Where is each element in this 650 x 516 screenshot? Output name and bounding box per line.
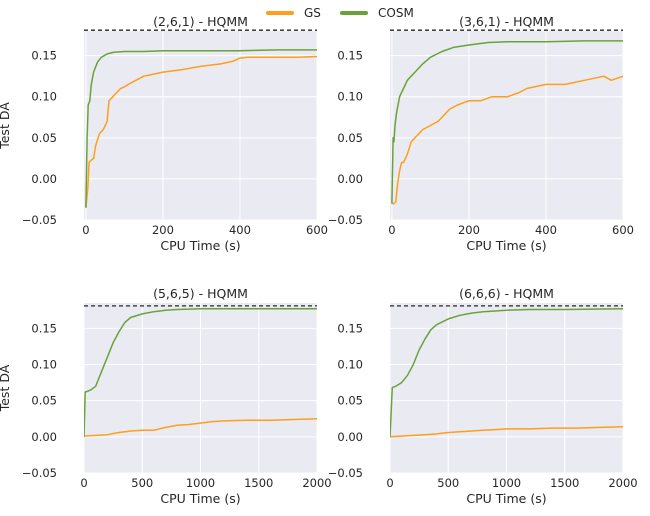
- x-tick-label: 1000: [186, 476, 215, 490]
- x-tick-label: 1500: [244, 476, 273, 490]
- y-tick-label: 0.05: [31, 394, 57, 408]
- y-tick-label: −0.05: [22, 213, 57, 227]
- y-tick-label: 0.00: [337, 172, 363, 186]
- x-axis-label: CPU Time (s): [466, 238, 546, 253]
- legend-item-gs: GS: [266, 4, 321, 22]
- x-tick-label: 1000: [492, 476, 521, 490]
- x-tick-label: 200: [152, 223, 174, 237]
- y-tick-label: 0.10: [31, 90, 57, 104]
- y-tick-label: 0.00: [31, 172, 57, 186]
- y-tick-label: 0.00: [337, 430, 363, 444]
- x-tick-label: 200: [458, 223, 480, 237]
- y-tick-label: 0.10: [337, 90, 363, 104]
- x-tick-label: 0: [388, 223, 395, 237]
- chart-title: (3,6,1) - HQMM: [459, 14, 554, 29]
- y-tick-label: −0.05: [328, 213, 363, 227]
- y-tick-label: 0.15: [337, 321, 363, 335]
- y-tick-label: 0.10: [31, 357, 57, 371]
- series-line-gs: [84, 417, 317, 437]
- chart-panel-2: (3,6,1) - HQMM 0 200 400 600 −0.05 0.00 0.05 0.1…: [328, 14, 634, 253]
- y-tick-label: 0.00: [31, 430, 57, 444]
- x-tick-label: 2000: [608, 476, 637, 490]
- chart-panel-1: (2,6,1) - HQMM 0 200 400 600 −0.05 0.00 0.05 0.1…: [0, 14, 328, 253]
- chart-title: (6,6,6) - HQMM: [459, 286, 554, 301]
- series-line-cosm: [84, 308, 317, 437]
- x-tick-label: 500: [437, 476, 459, 490]
- y-tick-label: 0.15: [337, 49, 363, 63]
- figure-legend: GS COSM: [0, 4, 650, 22]
- legend-label-gs: GS: [304, 6, 321, 20]
- y-tick-label: 0.05: [337, 131, 363, 145]
- y-tick-label: 0.05: [31, 131, 57, 145]
- chart-panel-3: (5,6,5) - HQMM 0 500 1000 1500 2000 −0.05 0.00 0…: [0, 286, 332, 506]
- x-axis-label: CPU Time (s): [160, 491, 240, 506]
- x-tick-label: 400: [229, 223, 251, 237]
- x-tick-label: 0: [386, 476, 393, 490]
- legend-item-cosm: COSM: [340, 4, 414, 22]
- plot-background: [390, 31, 623, 220]
- chart-title: (5,6,5) - HQMM: [153, 286, 248, 301]
- x-tick-label: 1500: [550, 476, 579, 490]
- y-tick-label: 0.15: [31, 321, 57, 335]
- y-axis-label: Test DA: [0, 364, 12, 412]
- y-axis-label: Test DA: [0, 102, 12, 150]
- x-axis-label: CPU Time (s): [160, 238, 240, 253]
- plot-background: [84, 31, 317, 220]
- chart-panel-4: (6,6,6) - HQMM 0 500 1000 1500 2000 −0.05 0.00 0…: [328, 286, 638, 506]
- x-tick-label: 500: [131, 476, 153, 490]
- series-line-gs: [85, 55, 317, 208]
- y-tick-label: 0.10: [337, 357, 363, 371]
- x-tick-label: 0: [82, 223, 89, 237]
- series-line-cosm: [391, 40, 623, 204]
- y-tick-label: −0.05: [22, 466, 57, 480]
- y-tick-label: 0.05: [337, 394, 363, 408]
- x-tick-label: 400: [535, 223, 557, 237]
- series-line-gs: [391, 75, 623, 205]
- x-tick-label: 0: [80, 476, 87, 490]
- x-tick-label: 600: [612, 223, 634, 237]
- y-tick-label: 0.15: [31, 49, 57, 63]
- series-line-gs: [390, 425, 623, 438]
- legend-swatch-gs: [266, 11, 294, 15]
- x-axis-label: CPU Time (s): [466, 491, 546, 506]
- legend-swatch-cosm: [340, 11, 368, 15]
- x-tick-label: 2000: [302, 476, 331, 490]
- y-tick-label: −0.05: [328, 466, 363, 480]
- chart-title: (2,6,1) - HQMM: [153, 14, 248, 29]
- x-tick-label: 600: [306, 223, 328, 237]
- legend-label-cosm: COSM: [378, 6, 414, 20]
- series-line-cosm: [390, 308, 623, 437]
- series-line-cosm: [85, 49, 317, 208]
